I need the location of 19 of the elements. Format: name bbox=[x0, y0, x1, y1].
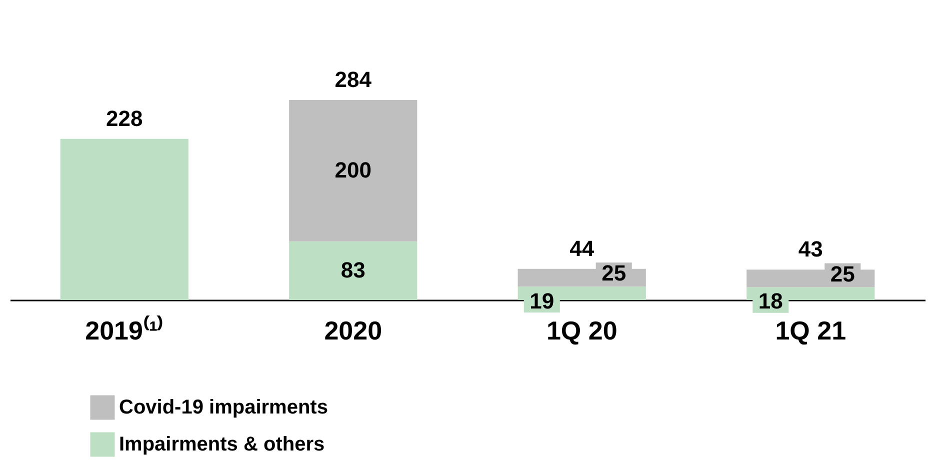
bar bbox=[60, 138, 188, 300]
data-label: 83 bbox=[340, 258, 366, 283]
x-tick-label: 2020 bbox=[324, 316, 382, 346]
total-label: 44 bbox=[570, 236, 595, 261]
x-tick-label: 1Q 21 bbox=[775, 316, 846, 346]
total-label: 284 bbox=[334, 67, 372, 92]
data-label: 25 bbox=[602, 260, 626, 286]
data-label: 25 bbox=[830, 261, 855, 286]
x-tick-label: 2019⁽¹⁾ bbox=[85, 314, 164, 346]
data-label: 19 bbox=[530, 288, 554, 314]
data-label: 18 bbox=[758, 288, 783, 314]
legend-label: Impairments & others bbox=[119, 434, 325, 456]
legend-label: Covid-19 impairments bbox=[119, 396, 328, 418]
bar bbox=[289, 100, 418, 242]
x-tick-label: 1Q 20 bbox=[546, 316, 618, 346]
total-label: 228 bbox=[106, 106, 143, 131]
bar bbox=[289, 241, 418, 300]
total-label: 43 bbox=[798, 236, 823, 262]
data-label: 200 bbox=[334, 158, 372, 183]
